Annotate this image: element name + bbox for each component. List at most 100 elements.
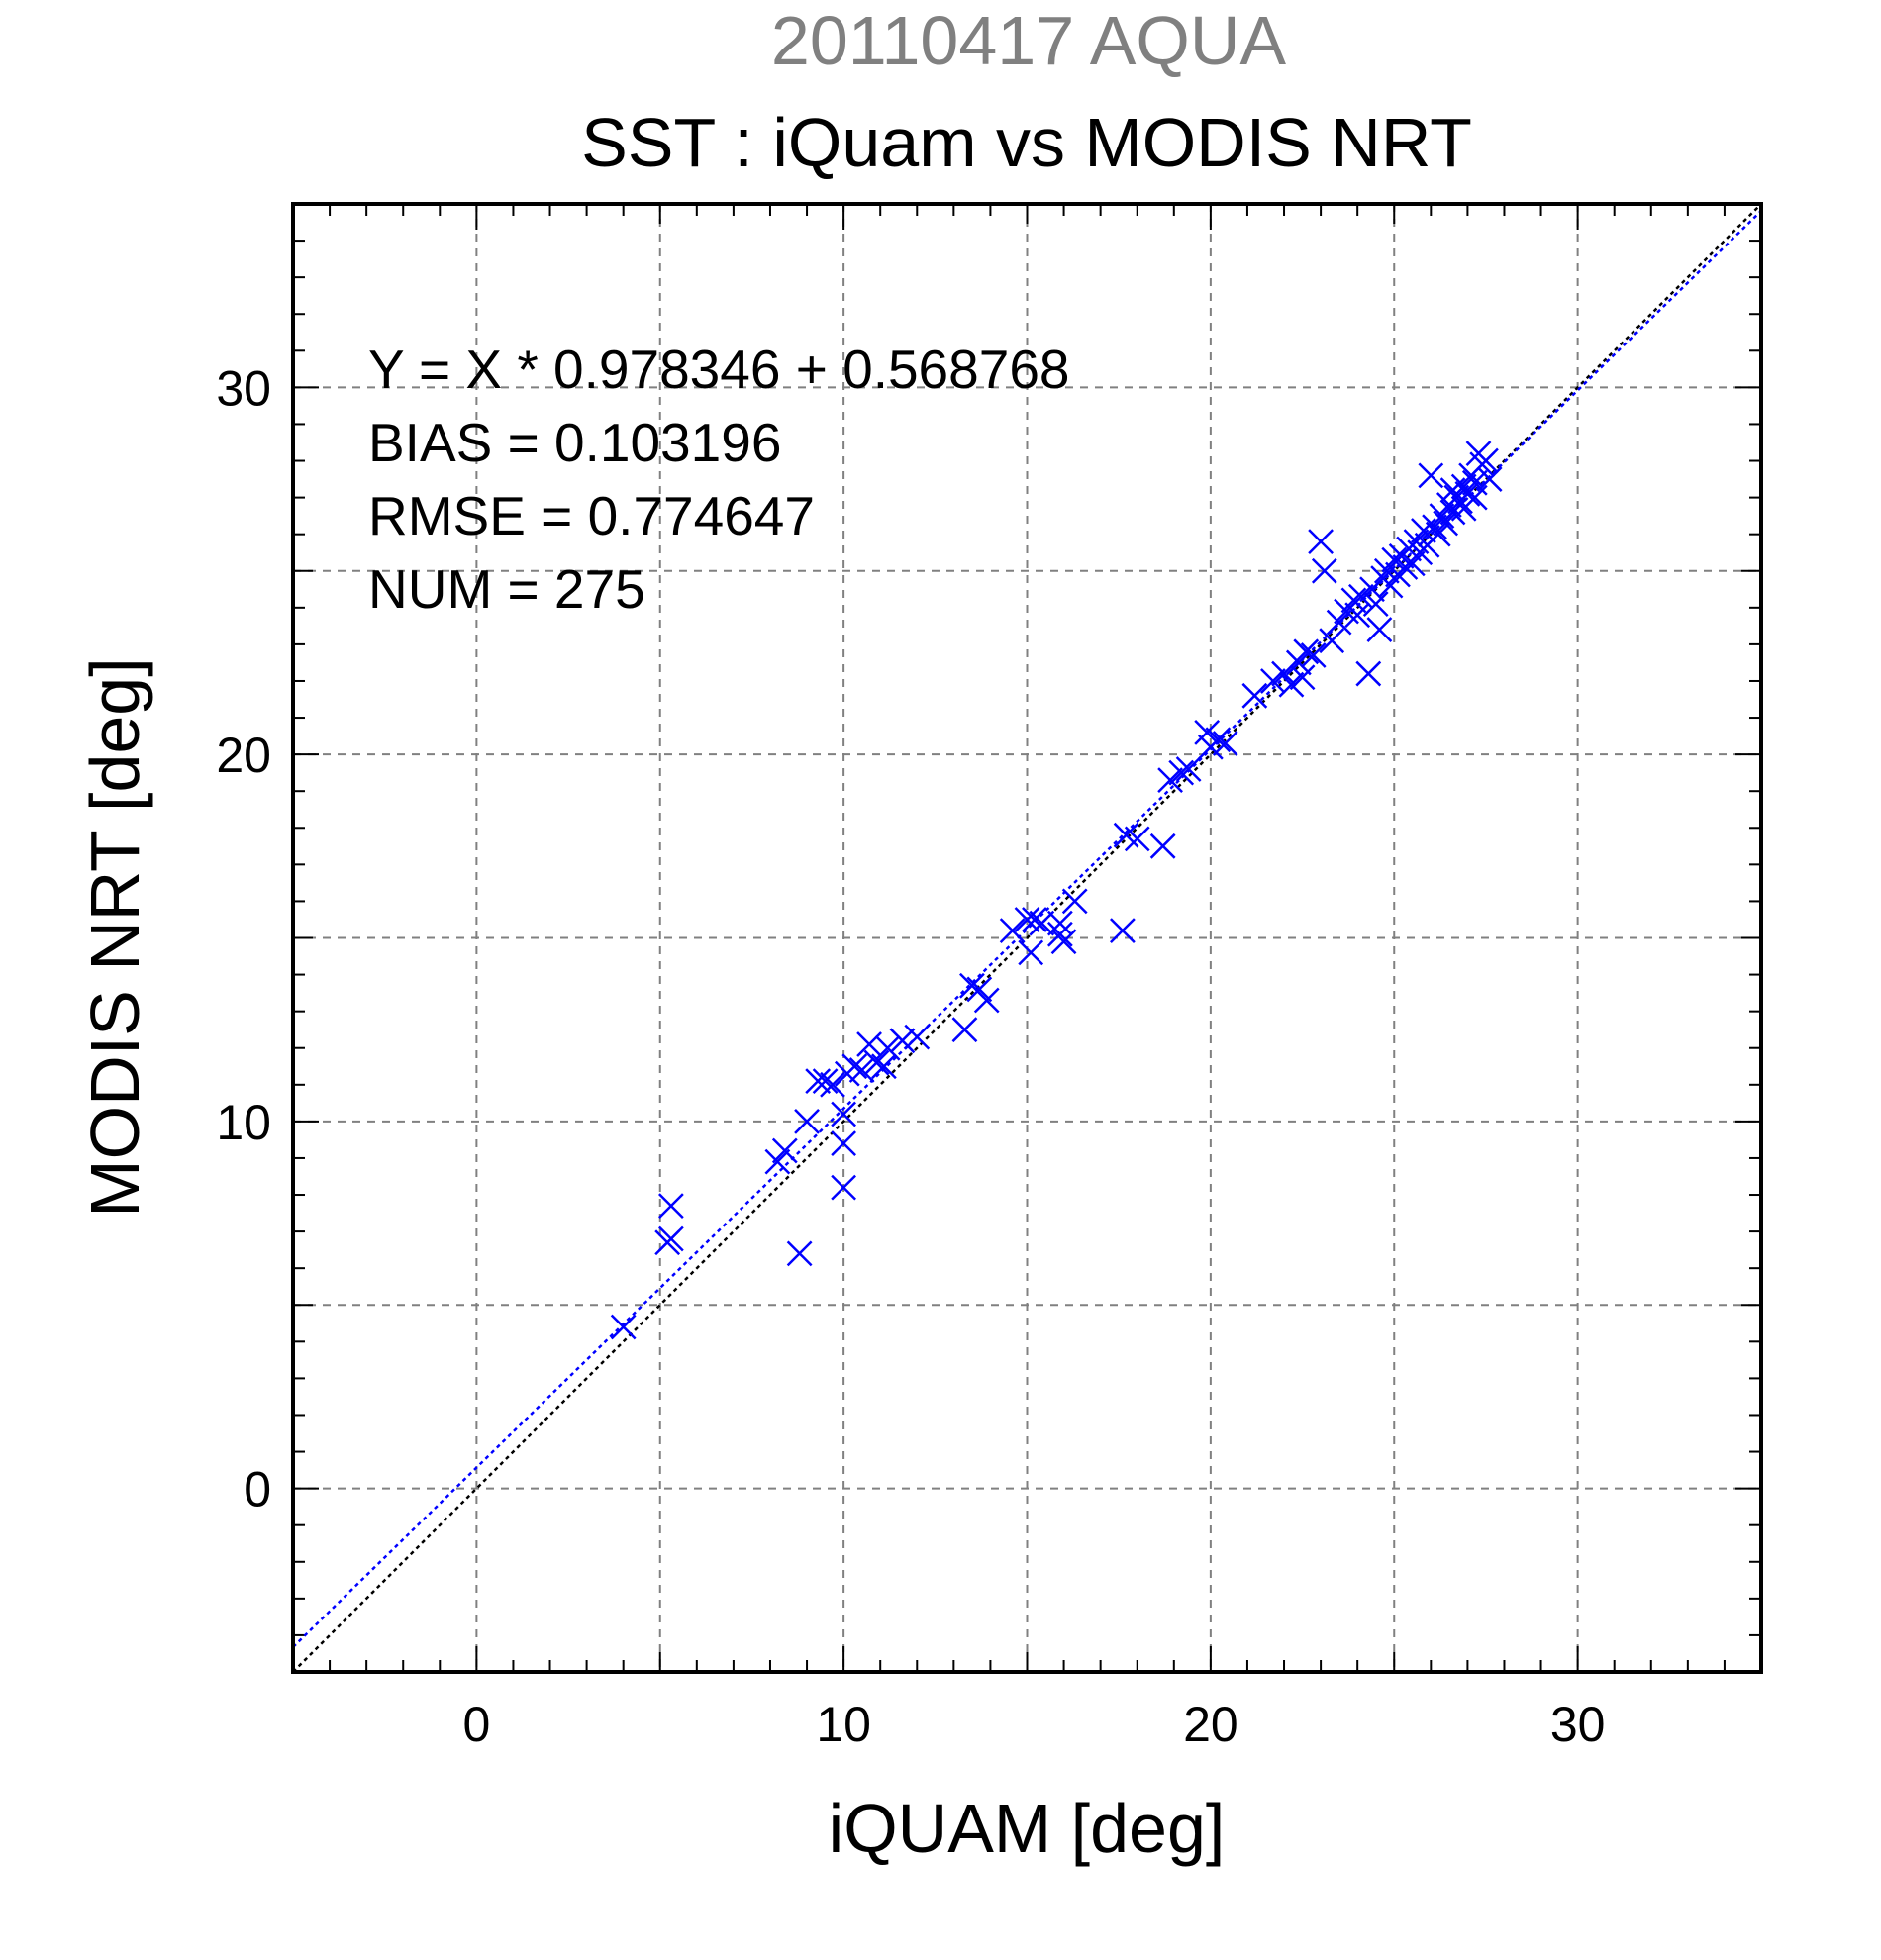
data-point-stroke bbox=[1110, 918, 1136, 943]
data-point bbox=[657, 1225, 684, 1252]
data-point bbox=[1418, 462, 1444, 489]
data-points bbox=[610, 441, 1503, 1340]
data-point-stroke bbox=[1149, 833, 1176, 859]
grid bbox=[293, 204, 1761, 1672]
data-point-stroke bbox=[842, 1053, 868, 1080]
data-point-stroke bbox=[1433, 510, 1459, 537]
data-point bbox=[820, 1071, 845, 1098]
data-point-stroke bbox=[1168, 759, 1195, 786]
data-point-stroke bbox=[874, 1034, 901, 1061]
data-point bbox=[966, 976, 993, 1003]
data-point bbox=[1014, 907, 1040, 932]
data-point-stroke bbox=[904, 1024, 931, 1050]
stats-num: NUM = 275 bbox=[368, 558, 645, 620]
tick-labels: 0 10 20 30 0 10 20 30 bbox=[216, 360, 1605, 1752]
data-point-stroke bbox=[1194, 719, 1221, 745]
data-point bbox=[1175, 756, 1202, 782]
data-point-stroke bbox=[771, 1137, 798, 1164]
data-point-stroke bbox=[1344, 602, 1371, 629]
data-point bbox=[764, 1148, 791, 1175]
data-point-stroke bbox=[871, 1053, 897, 1080]
data-point-stroke bbox=[1377, 572, 1404, 599]
data-point bbox=[1476, 466, 1503, 492]
data-point-stroke bbox=[1308, 529, 1334, 554]
data-point bbox=[1061, 888, 1088, 915]
data-point-stroke bbox=[1157, 767, 1183, 793]
data-point-stroke bbox=[1403, 529, 1430, 554]
data-point-stroke bbox=[831, 1130, 857, 1157]
data-point-stroke bbox=[1476, 466, 1503, 492]
data-point bbox=[1149, 833, 1176, 859]
data-point bbox=[842, 1053, 868, 1080]
data-point bbox=[1050, 929, 1077, 955]
data-point bbox=[889, 1028, 916, 1054]
stats-bias: BIAS = 0.103196 bbox=[368, 412, 781, 473]
y-tick-label: 20 bbox=[216, 728, 271, 783]
data-point-stroke bbox=[951, 1017, 978, 1043]
data-point-stroke bbox=[1289, 664, 1316, 691]
data-point bbox=[951, 1017, 978, 1043]
data-point-stroke bbox=[1355, 660, 1382, 687]
y-tick-label: 30 bbox=[216, 360, 271, 416]
data-point-stroke bbox=[764, 1148, 791, 1175]
data-point bbox=[1241, 682, 1268, 709]
data-point bbox=[1157, 767, 1183, 793]
y-tick-label: 10 bbox=[216, 1095, 271, 1150]
x-tick-label: 0 bbox=[462, 1697, 490, 1752]
data-point bbox=[1439, 477, 1466, 504]
data-point-stroke bbox=[1326, 609, 1352, 636]
data-point bbox=[1355, 660, 1382, 687]
data-point-stroke bbox=[1124, 826, 1150, 852]
data-point-stroke bbox=[1014, 907, 1040, 932]
data-point-stroke bbox=[1212, 731, 1238, 756]
data-point bbox=[863, 1049, 890, 1076]
data-point bbox=[999, 918, 1026, 943]
data-point bbox=[1326, 609, 1352, 636]
data-point-stroke bbox=[848, 1057, 875, 1083]
data-point bbox=[1450, 495, 1477, 522]
data-point-stroke bbox=[1205, 727, 1232, 753]
data-point bbox=[831, 1174, 857, 1201]
data-point bbox=[812, 1068, 839, 1094]
x-axis-label: iQUAM [deg] bbox=[829, 1790, 1226, 1867]
data-point bbox=[831, 1101, 857, 1127]
data-point bbox=[1308, 529, 1334, 554]
data-point-stroke bbox=[1022, 907, 1047, 932]
data-point bbox=[1319, 628, 1345, 654]
data-point-stroke bbox=[966, 976, 993, 1003]
data-point bbox=[904, 1024, 931, 1050]
data-point bbox=[1311, 557, 1337, 584]
data-point bbox=[1046, 921, 1073, 947]
data-point-stroke bbox=[1340, 587, 1367, 614]
data-point bbox=[786, 1240, 813, 1267]
y-axis-label: MODIS NRT [deg] bbox=[76, 657, 153, 1217]
x-tick-label: 30 bbox=[1550, 1697, 1606, 1752]
data-point-stroke bbox=[973, 987, 1000, 1014]
data-point bbox=[1362, 591, 1389, 618]
data-point-stroke bbox=[794, 1108, 820, 1134]
data-point bbox=[1212, 731, 1238, 756]
data-point-stroke bbox=[1018, 939, 1044, 966]
data-point-stroke bbox=[1399, 550, 1426, 577]
data-point-stroke bbox=[1061, 888, 1088, 915]
data-point-stroke bbox=[1366, 617, 1393, 642]
reference-lines bbox=[292, 203, 1762, 1673]
data-point-stroke bbox=[1300, 642, 1327, 668]
data-point-stroke bbox=[812, 1068, 839, 1094]
data-point bbox=[1278, 671, 1305, 698]
data-point bbox=[1347, 583, 1374, 610]
chart-supertitle: 20110417 AQUA bbox=[771, 2, 1287, 79]
data-point-stroke bbox=[1278, 671, 1305, 698]
data-point-stroke bbox=[1241, 682, 1268, 709]
data-point bbox=[1168, 759, 1195, 786]
y-tick-label: 0 bbox=[244, 1462, 271, 1518]
data-point-stroke bbox=[805, 1068, 832, 1094]
data-point-stroke bbox=[889, 1028, 916, 1054]
data-point-stroke bbox=[831, 1101, 857, 1127]
data-point bbox=[973, 987, 1000, 1014]
data-point-stroke bbox=[1175, 756, 1202, 782]
data-point bbox=[1124, 826, 1150, 852]
regression-line bbox=[292, 210, 1762, 1648]
